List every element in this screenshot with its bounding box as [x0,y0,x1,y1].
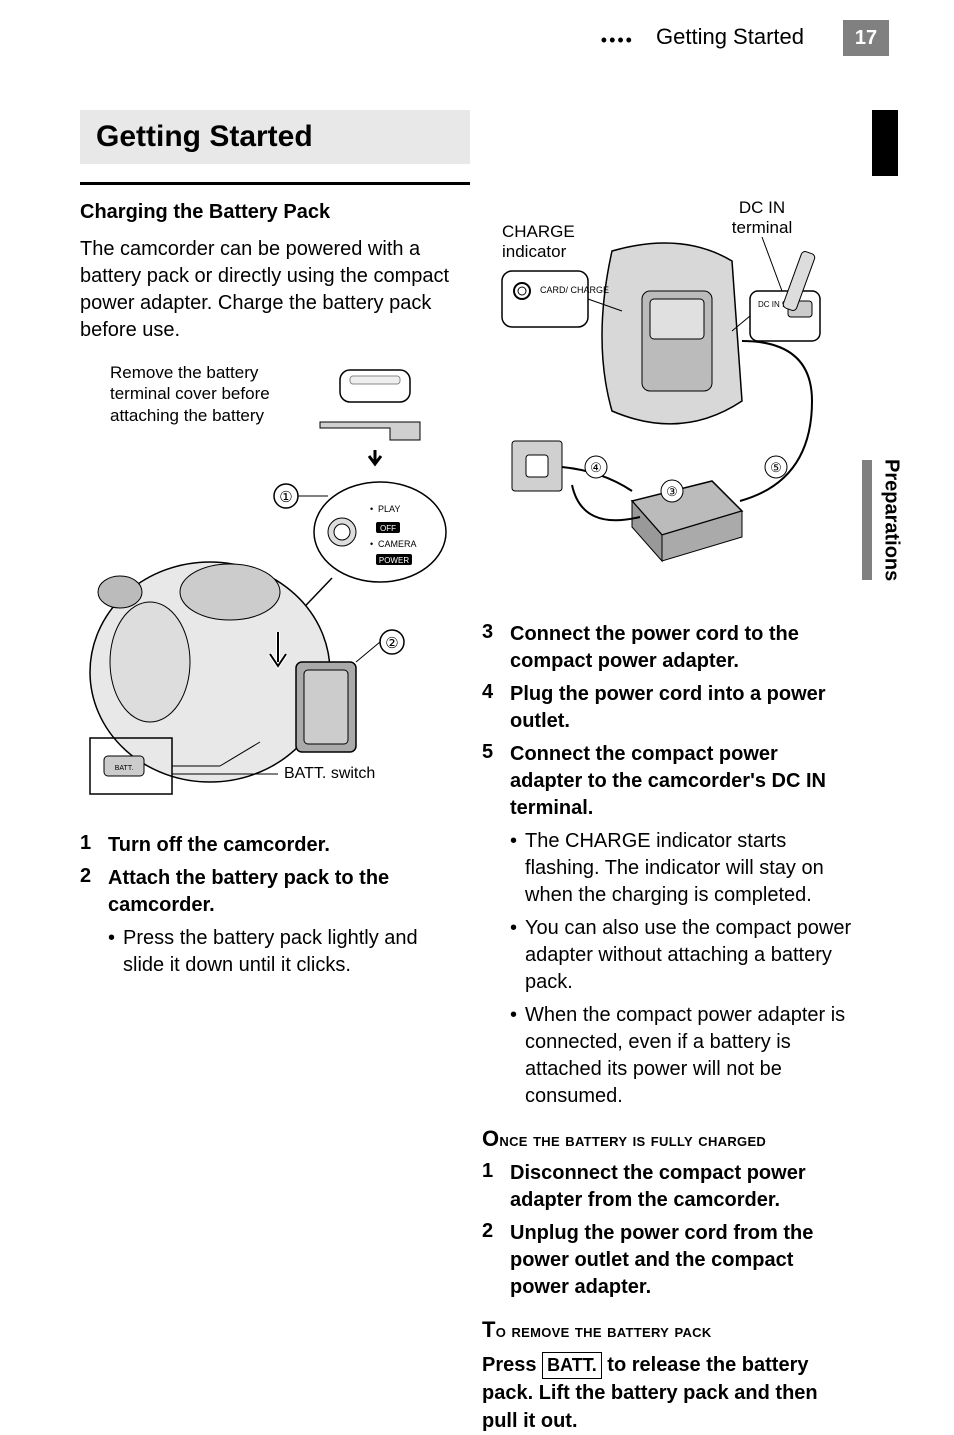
camcorder-battery-figure: Remove the battery terminal cover before… [80,362,452,822]
callout-1: ① [279,489,292,506]
remove-battery-heading: TO REMOVE THE BATTERY PACK [482,1317,854,1343]
section-title: Getting Started [96,120,454,154]
right-step-list: 3 Connect the power cord to the compact … [482,621,854,1110]
once-step-list: 1 Disconnect the compact power adapter f… [482,1160,854,1301]
page-content: Getting Started Charging the Battery Pac… [80,110,854,1435]
callout-2: ② [385,635,398,652]
step-text: Turn off the camcorder. [108,834,330,856]
battery-icon [320,370,420,464]
batt-switch-label: BATT. switch [284,765,375,782]
section-divider [80,182,470,185]
step-number: 2 [482,1220,500,1301]
step-text: Connect the compact power adapter to the… [510,743,826,819]
figure-note: Remove the battery terminal cover before… [110,362,280,426]
step-number: 3 [482,621,500,675]
step-bullet: When the compact power adapter is connec… [510,1002,854,1110]
step-bullet: The CHARGE indicator starts flashing. Th… [510,828,854,909]
manual-page: •••• Getting Started 17 Preparations Get… [0,0,954,1357]
step-item: 2 Unplug the power cord from the power o… [482,1220,854,1301]
callout-4: ④ [590,460,602,475]
svg-text:•: • [370,539,373,549]
left-column: Charging the Battery Pack The camcorder … [80,201,452,1435]
callout-3: ③ [666,484,678,499]
step-text: Disconnect the compact power adapter fro… [510,1162,806,1211]
step-number: 1 [80,832,98,859]
header-dots-icon: •••• [601,30,634,51]
sub-heading: Charging the Battery Pack [80,201,452,224]
charge-indicator-label: CHARGEindicator [502,222,575,261]
right-column: CHARGEindicator DC INterminal [482,201,854,1435]
step-bullet: Press the battery pack lightly and slide… [108,925,452,979]
step-item: 2 Attach the battery pack to the camcord… [80,865,452,919]
step-item: 1 Disconnect the compact power adapter f… [482,1160,854,1214]
step-text: Plug the power cord into a power outlet. [510,683,826,732]
svg-text:OFF: OFF [380,524,396,533]
svg-text:•: • [370,504,373,514]
page-header: •••• Getting Started 17 [0,20,954,56]
camcorder-rear-icon: CARD/ CHARGE DC IN 9.4V [502,237,820,424]
step-number: 2 [80,865,98,919]
camcorder-icon: BATT. [90,562,356,794]
svg-text:BATT.: BATT. [115,765,134,772]
step-text: Attach the battery pack to the camcorder… [108,867,389,916]
step-number: 4 [482,681,500,735]
page-number-badge: 17 [843,20,889,56]
left-step-list: 1 Turn off the camcorder. 2 Attach the b… [80,832,452,979]
header-title: Getting Started [656,24,804,50]
step-text: Unplug the power cord from the power out… [510,1222,813,1298]
remove-battery-text: Press BATT. to release the battery pack.… [482,1351,854,1435]
once-charged-heading: ONCE THE BATTERY IS FULLY CHARGED [482,1126,854,1152]
step-number: 5 [482,741,500,822]
step-number: 1 [482,1160,500,1214]
section-marker [862,460,872,580]
wall-plug-icon [512,441,632,491]
step-item: 3 Connect the power cord to the compact … [482,621,854,675]
svg-text:CAMERA: CAMERA [378,539,417,549]
callout-5: ⑤ [770,460,782,475]
step-item: 1 Turn off the camcorder. [80,832,452,859]
intro-paragraph: The camcorder can be powered with a batt… [80,236,452,344]
svg-text:POWER: POWER [379,556,409,565]
batt-key-label: BATT. [542,1352,602,1379]
step-bullet: You can also use the compact power adapt… [510,915,854,996]
dcin-label: DC INterminal [732,201,792,237]
section-title-box: Getting Started [80,110,470,164]
svg-text:CARD/ CHARGE: CARD/ CHARGE [540,285,609,295]
step-item: 5 Connect the compact power adapter to t… [482,741,854,822]
two-column-layout: Charging the Battery Pack The camcorder … [80,201,854,1435]
step-text: Connect the power cord to the compact po… [510,623,799,672]
power-adapter-figure: CHARGEindicator DC INterminal [482,201,854,611]
svg-text:PLAY: PLAY [378,504,400,514]
chapter-marker [872,110,898,176]
step-item: 4 Plug the power cord into a power outle… [482,681,854,735]
chapter-tab: Preparations [876,440,906,600]
